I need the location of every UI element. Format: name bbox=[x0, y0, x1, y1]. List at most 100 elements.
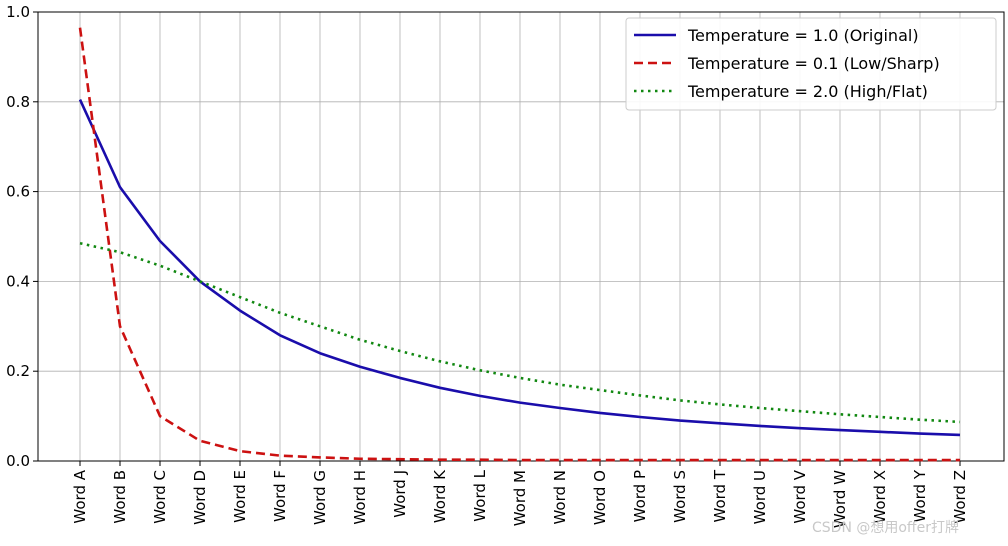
data-point-series-0 bbox=[959, 434, 961, 436]
y-tick-label: 0.8 bbox=[6, 93, 30, 111]
data-point-series-0 bbox=[599, 412, 601, 414]
data-point-series-2 bbox=[399, 350, 401, 352]
data-point-series-1 bbox=[359, 458, 361, 460]
data-point-series-1 bbox=[239, 450, 241, 452]
data-point-series-0 bbox=[799, 427, 801, 429]
data-point-series-2 bbox=[759, 407, 761, 409]
data-point-series-0 bbox=[279, 334, 281, 336]
data-point-series-2 bbox=[719, 403, 721, 405]
watermark: CSDN @想用offer打牌 bbox=[812, 519, 959, 536]
y-tick-label: 0.6 bbox=[6, 183, 30, 201]
y-axis: 0.0 0.2 0.4 0.6 0.8 1.0 bbox=[6, 3, 38, 470]
x-tick-label: Word L bbox=[471, 469, 489, 521]
x-tick-label: Word G bbox=[311, 470, 329, 525]
data-point-series-1 bbox=[719, 459, 721, 461]
x-axis: Word A Word B Word C Word D Word E Word F Word… bbox=[71, 461, 969, 528]
legend-box bbox=[625, 17, 997, 111]
data-point-series-2 bbox=[359, 339, 361, 341]
data-point-series-2 bbox=[279, 312, 281, 314]
data-point-series-0 bbox=[439, 387, 441, 389]
data-point-series-0 bbox=[239, 310, 241, 312]
data-point-series-2 bbox=[839, 413, 841, 415]
x-tick-label: Word D bbox=[191, 470, 209, 525]
x-tick-label: Word H bbox=[351, 470, 369, 525]
data-point-series-0 bbox=[839, 429, 841, 431]
y-tick-label: 1.0 bbox=[6, 3, 30, 21]
data-point-series-1 bbox=[639, 459, 641, 461]
series-line-2 bbox=[79, 241, 961, 424]
x-tick-label: Word C bbox=[151, 470, 169, 524]
data-point-series-2 bbox=[119, 251, 121, 253]
data-point-series-1 bbox=[479, 459, 481, 461]
data-point-series-2 bbox=[199, 280, 201, 282]
data-point-series-2 bbox=[959, 421, 961, 423]
data-point-series-1 bbox=[959, 459, 961, 461]
data-point-series-1 bbox=[119, 325, 121, 327]
data-point-series-1 bbox=[599, 459, 601, 461]
data-point-series-2 bbox=[919, 419, 921, 421]
data-point-series-0 bbox=[399, 377, 401, 379]
data-point-series-1 bbox=[759, 459, 761, 461]
data-point-series-1 bbox=[559, 459, 561, 461]
x-tick-label: Word J bbox=[391, 470, 409, 518]
plot-frame bbox=[37, 11, 1005, 462]
data-point-series-2 bbox=[799, 410, 801, 412]
data-point-series-1 bbox=[279, 455, 281, 457]
data-point-series-1 bbox=[799, 459, 801, 461]
data-point-series-0 bbox=[519, 402, 521, 404]
x-tick-label: Word P bbox=[631, 470, 649, 522]
x-tick-label: Word X bbox=[871, 470, 889, 524]
data-point-series-2 bbox=[479, 369, 481, 371]
x-tick-label: Word M bbox=[511, 470, 529, 526]
data-point-series-0 bbox=[119, 186, 121, 188]
data-point-series-0 bbox=[79, 99, 81, 101]
data-point-series-1 bbox=[839, 459, 841, 461]
data-point-series-1 bbox=[199, 440, 201, 442]
x-tick-label: Word Y bbox=[911, 469, 929, 522]
data-point-series-1 bbox=[919, 459, 921, 461]
x-tick-label: Word Z bbox=[951, 470, 969, 524]
legend-label-series-1: Temperature = 0.1 (Low/Sharp) bbox=[687, 54, 940, 73]
series-line-0 bbox=[78, 99, 961, 437]
data-point-series-0 bbox=[759, 425, 761, 427]
data-point-series-2 bbox=[239, 296, 241, 298]
data-point-series-2 bbox=[639, 394, 641, 396]
data-point-series-0 bbox=[639, 416, 641, 418]
data-point-series-0 bbox=[919, 433, 921, 435]
data-point-series-0 bbox=[479, 395, 481, 397]
y-tick-label: 0.2 bbox=[6, 362, 30, 380]
data-point-series-2 bbox=[879, 416, 881, 418]
data-point-series-2 bbox=[679, 399, 681, 401]
legend-label-series-0: Temperature = 1.0 (Original) bbox=[687, 26, 919, 45]
data-point-series-2 bbox=[319, 325, 321, 327]
x-tick-label: Word T bbox=[711, 469, 729, 522]
data-point-series-1 bbox=[439, 459, 441, 461]
data-point-series-1 bbox=[159, 415, 161, 417]
data-point-series-0 bbox=[559, 407, 561, 409]
x-tick-label: Word V bbox=[791, 469, 809, 523]
y-tick-label: 0.0 bbox=[6, 452, 30, 470]
x-tick-label: Word O bbox=[591, 470, 609, 525]
legend-label-series-2: Temperature = 2.0 (High/Flat) bbox=[687, 82, 928, 101]
data-point-series-1 bbox=[879, 459, 881, 461]
data-point-series-2 bbox=[599, 389, 601, 391]
x-tick-label: Word B bbox=[111, 470, 129, 524]
data-point-series-2 bbox=[79, 242, 81, 244]
data-point-series-2 bbox=[439, 360, 441, 362]
x-tick-label: Word U bbox=[751, 470, 769, 524]
legend: Temperature = 1.0 (Original) Temperature… bbox=[625, 17, 997, 111]
data-point-series-0 bbox=[679, 420, 681, 422]
data-point-series-2 bbox=[519, 377, 521, 379]
x-tick-label: Word N bbox=[551, 470, 569, 525]
data-point-series-1 bbox=[79, 27, 81, 29]
data-point-series-0 bbox=[319, 352, 321, 354]
data-point-series-0 bbox=[159, 240, 161, 242]
data-point-series-1 bbox=[399, 458, 401, 460]
x-tick-label: Word F bbox=[271, 470, 289, 522]
x-tick-label: Word K bbox=[431, 469, 449, 523]
data-point-series-1 bbox=[679, 459, 681, 461]
data-point-series-0 bbox=[719, 422, 721, 424]
series-group bbox=[78, 27, 961, 462]
x-tick-label: Word A bbox=[71, 469, 89, 523]
data-point-series-2 bbox=[159, 265, 161, 267]
